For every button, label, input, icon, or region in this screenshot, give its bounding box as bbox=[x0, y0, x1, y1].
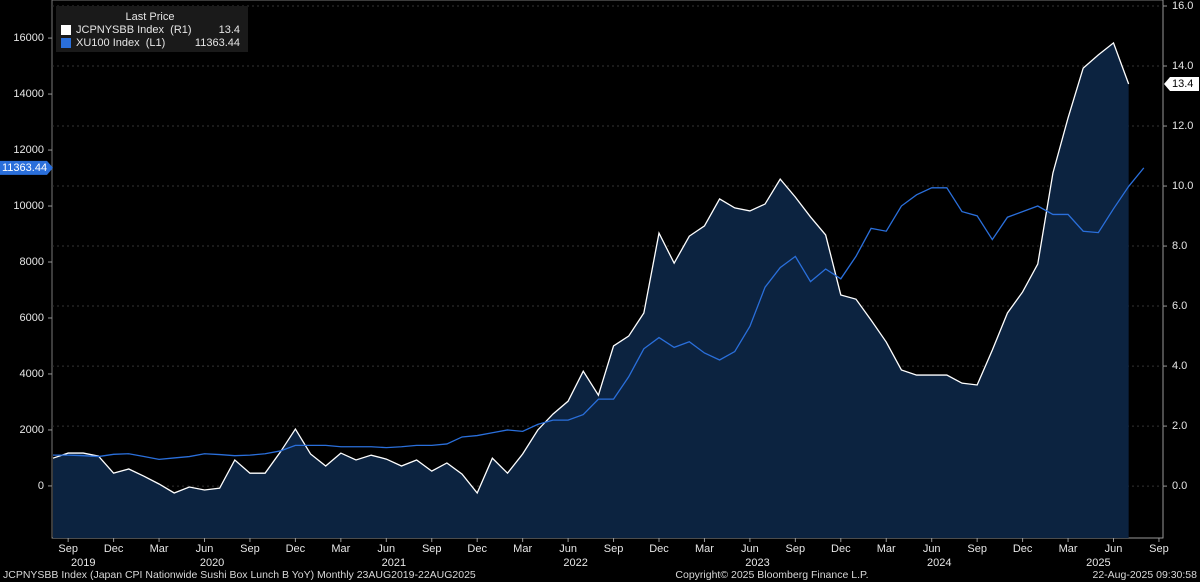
x-tick-label: Sep bbox=[1149, 543, 1169, 555]
legend-title: Last Price bbox=[126, 11, 175, 23]
y2-tick-label: 14.0 bbox=[1172, 60, 1193, 72]
legend-swatch bbox=[61, 38, 71, 48]
y-tick-label: 10000 bbox=[13, 200, 44, 212]
x-tick-label: Sep bbox=[240, 543, 260, 555]
x-tick-label: Jun bbox=[196, 543, 214, 555]
last-value-tag bbox=[1164, 77, 1199, 92]
y-tick-label: 0 bbox=[38, 480, 44, 492]
legend-value: 11363.44 bbox=[195, 37, 240, 49]
x-tick-label: Jun bbox=[1105, 543, 1123, 555]
x-tick-label: Mar bbox=[695, 543, 714, 555]
x-tick-label: Mar bbox=[1059, 543, 1078, 555]
x-year-label: 2020 bbox=[200, 557, 224, 569]
y2-tick-label: 2.0 bbox=[1172, 420, 1187, 432]
legend-swatch bbox=[61, 25, 71, 35]
x-tick-label: Sep bbox=[604, 543, 624, 555]
y-tick-label: 8000 bbox=[20, 256, 44, 268]
y-tick-label: 14000 bbox=[13, 88, 44, 100]
x-tick-label: Mar bbox=[877, 543, 896, 555]
y-tick-label: 16000 bbox=[13, 32, 44, 44]
footer-right: 22-Aug-2025 09:30:58 bbox=[1092, 569, 1197, 581]
y-tick-label: 4000 bbox=[20, 368, 44, 380]
x-year-label: 2024 bbox=[927, 557, 951, 569]
legend-box bbox=[56, 6, 248, 52]
y2-tick-label: 0.0 bbox=[1172, 480, 1187, 492]
x-tick-label: Dec bbox=[286, 543, 306, 555]
line bbox=[53, 167, 1145, 460]
x-year-label: 2023 bbox=[745, 557, 769, 569]
x-tick-label: Sep bbox=[786, 543, 806, 555]
y2-tick-label: 4.0 bbox=[1172, 360, 1187, 372]
x-year-label: 2025 bbox=[1086, 557, 1110, 569]
x-year-label: 2022 bbox=[563, 557, 587, 569]
y2-tick-label: 16.0 bbox=[1172, 0, 1193, 12]
x-tick-label: Sep bbox=[422, 543, 442, 555]
x-tick-label: Jun bbox=[741, 543, 759, 555]
y2-tick-label: 8.0 bbox=[1172, 240, 1187, 252]
x-year-label: 2019 bbox=[71, 557, 95, 569]
last-value-label: 11363.44 bbox=[2, 162, 47, 174]
x-tick-label: Dec bbox=[104, 543, 124, 555]
last-value-label: 13.4 bbox=[1172, 78, 1193, 90]
last-value-tag bbox=[0, 160, 53, 175]
x-tick-label: Dec bbox=[831, 543, 851, 555]
x-tick-label: Jun bbox=[377, 543, 395, 555]
footer-left: JCPNYSBB Index (Japan CPI Nationwide Sus… bbox=[3, 569, 476, 581]
legend-value: 13.4 bbox=[219, 24, 240, 36]
x-tick-label: Mar bbox=[513, 543, 532, 555]
x-tick-label: Jun bbox=[559, 543, 577, 555]
y-tick-label: 2000 bbox=[20, 424, 44, 436]
y2-tick-label: 10.0 bbox=[1172, 180, 1193, 192]
y-tick-label: 12000 bbox=[13, 144, 44, 156]
y2-tick-label: 12.0 bbox=[1172, 120, 1193, 132]
y-tick-label: 6000 bbox=[20, 312, 44, 324]
area bbox=[53, 42, 1129, 539]
legend-label: JCPNYSBB Index (R1) bbox=[76, 24, 192, 36]
x-tick-label: Mar bbox=[331, 543, 350, 555]
x-tick-label: Mar bbox=[150, 543, 169, 555]
x-tick-label: Dec bbox=[649, 543, 669, 555]
x-tick-label: Sep bbox=[967, 543, 987, 555]
footer-center: Copyright© 2025 Bloomberg Finance L.P. bbox=[675, 569, 868, 581]
x-tick-label: Sep bbox=[58, 543, 78, 555]
x-year-label: 2021 bbox=[382, 557, 406, 569]
y2-tick-label: 6.0 bbox=[1172, 300, 1187, 312]
legend-label: XU100 Index (L1) bbox=[76, 37, 165, 49]
line bbox=[52, 41, 1130, 495]
x-tick-label: Dec bbox=[1013, 543, 1033, 555]
x-tick-label: Jun bbox=[923, 543, 941, 555]
x-tick-label: Dec bbox=[467, 543, 487, 555]
